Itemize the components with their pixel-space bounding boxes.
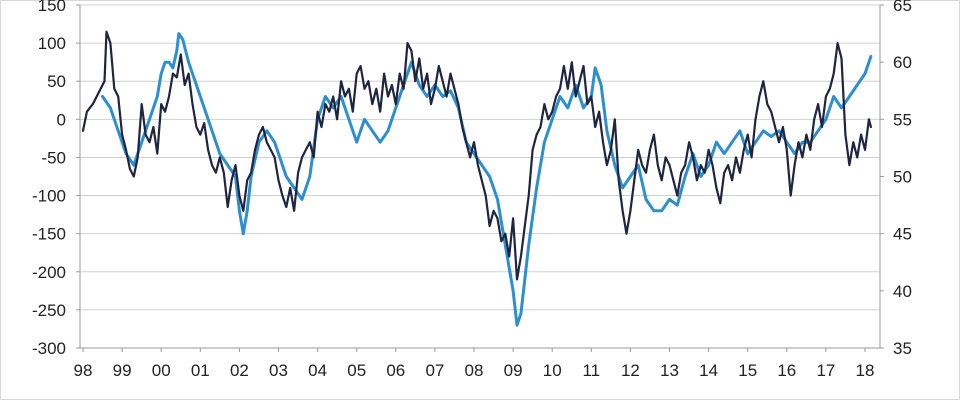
series-line-right-axis xyxy=(101,32,873,327)
y-left-tick-label: 50 xyxy=(47,72,66,91)
x-tick-label: 10 xyxy=(543,361,562,380)
y-left-tick-label: 150 xyxy=(38,0,66,15)
y-right-tick-label: 65 xyxy=(893,0,912,15)
x-tick-label: 98 xyxy=(74,361,93,380)
y-left-tick-label: -50 xyxy=(41,148,66,167)
y-right-tick-label: 50 xyxy=(893,168,912,187)
x-tick-label: 01 xyxy=(191,361,210,380)
y-left-tick-label: -100 xyxy=(32,187,66,206)
series-line-left-axis xyxy=(81,30,872,281)
x-tick-label: 04 xyxy=(308,361,327,380)
x-tick-label: 17 xyxy=(816,361,835,380)
y-right-tick-label: 60 xyxy=(893,53,912,72)
y-right-tick-label: 40 xyxy=(893,282,912,301)
x-tick-label: 15 xyxy=(738,361,757,380)
y-left-tick-label: -300 xyxy=(32,339,66,358)
y-right-tick-label: 55 xyxy=(893,110,912,129)
x-tick-label: 09 xyxy=(504,361,523,380)
x-tick-label: 99 xyxy=(113,361,132,380)
x-tick-label: 00 xyxy=(152,361,171,380)
x-tick-label: 08 xyxy=(465,361,484,380)
x-tick-label: 05 xyxy=(347,361,366,380)
y-left-tick-label: -250 xyxy=(32,301,66,320)
y-right-tick-label: 35 xyxy=(893,339,912,358)
axes xyxy=(76,4,884,352)
tick-labels: 150100500-50-100-150-200-250-30065605550… xyxy=(32,0,912,380)
y-left-tick-label: -200 xyxy=(32,263,66,282)
y-right-tick-label: 45 xyxy=(893,225,912,244)
x-tick-label: 07 xyxy=(425,361,444,380)
x-tick-label: 16 xyxy=(777,361,796,380)
x-tick-label: 14 xyxy=(699,361,718,380)
y-left-tick-label: 100 xyxy=(38,34,66,53)
x-tick-label: 13 xyxy=(660,361,679,380)
x-tick-label: 18 xyxy=(856,361,875,380)
y-left-tick-label: -150 xyxy=(32,225,66,244)
series-lines xyxy=(81,30,873,327)
y-left-tick-label: 0 xyxy=(57,110,66,129)
x-tick-label: 03 xyxy=(269,361,288,380)
x-tick-label: 02 xyxy=(230,361,249,380)
x-tick-label: 12 xyxy=(621,361,640,380)
x-tick-label: 06 xyxy=(386,361,405,380)
x-tick-label: 11 xyxy=(582,361,600,380)
